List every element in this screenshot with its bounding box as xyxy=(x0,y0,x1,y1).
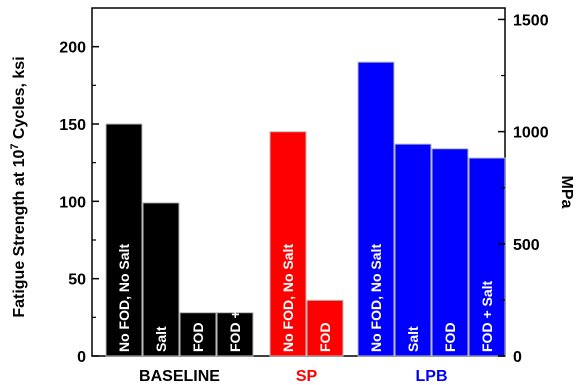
bar-lpb-4 xyxy=(468,157,506,357)
y-tick-label: 0 xyxy=(77,349,86,366)
y2-tick-label: 1000 xyxy=(513,125,549,142)
y2-axis-label: MPa xyxy=(558,176,575,209)
y2-tick-label: 500 xyxy=(513,237,540,254)
bar-baseline-2 xyxy=(142,202,180,357)
y-tick-label: 150 xyxy=(59,117,86,134)
y-tick-label: 200 xyxy=(59,40,86,57)
bar-label-baseline-2: Salt xyxy=(153,326,169,352)
bar-sp-2 xyxy=(306,299,344,357)
group-label-baseline: BASELINE xyxy=(139,368,220,385)
y-axis-label: Fatigue Strength at 107 Cycles, ksi xyxy=(9,56,28,317)
bar-lpb-2 xyxy=(394,143,432,357)
bar-label-lpb-1: No FOD, No Salt xyxy=(368,244,384,352)
axis-layer: BASELINE SP LPB 0 50 100 150 200 0 500 1000 1500 xyxy=(59,12,548,385)
bar-baseline-4 xyxy=(216,312,254,357)
bars-layer: No FOD, No Salt Salt FOD FOD + Salt No FOD, … xyxy=(105,61,506,357)
y-tick-label: 50 xyxy=(68,272,86,289)
bar-label-sp-2: FOD xyxy=(317,322,333,352)
group-label-lpb: LPB xyxy=(416,368,448,385)
bar-label-lpb-4: FOD + Salt xyxy=(479,280,495,352)
bar-label-lpb-2: Salt xyxy=(405,326,421,352)
y2-tick-label: 0 xyxy=(513,349,522,366)
group-label-sp: SP xyxy=(296,368,318,385)
bar-label-sp-1: No FOD, No Salt xyxy=(280,244,296,352)
y-tick-label: 100 xyxy=(59,194,86,211)
bar-label-baseline-3: FOD xyxy=(190,322,206,352)
y-axis-label-exponent: 7 xyxy=(9,144,21,150)
y2-tick-label: 1500 xyxy=(513,12,549,29)
bar-baseline-1 xyxy=(105,123,143,357)
bar-baseline-3 xyxy=(179,312,217,357)
bar-sp-1 xyxy=(269,131,307,357)
bar-lpb-1 xyxy=(357,61,395,357)
y-axis-label-base: Fatigue Strength at 10 xyxy=(11,150,28,318)
y-axis-label-rest: Cycles, ksi xyxy=(11,56,28,143)
bar-lpb-3 xyxy=(431,148,469,357)
bar-label-baseline-4: FOD + Salt xyxy=(227,280,243,352)
bar-label-lpb-3: FOD xyxy=(442,322,458,352)
bar-label-baseline-1: No FOD, No Salt xyxy=(116,244,132,352)
